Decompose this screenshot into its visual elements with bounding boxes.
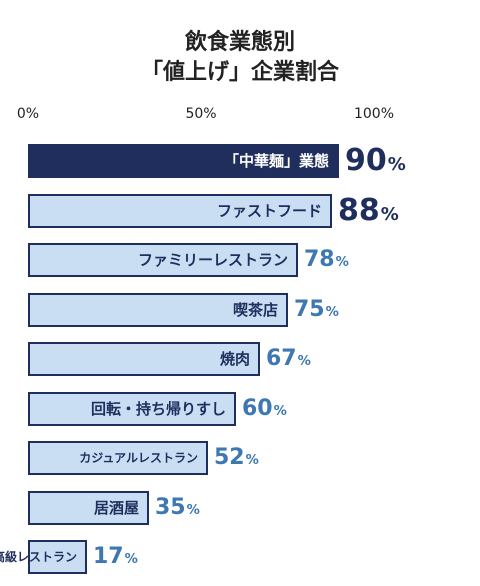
x-tick-label: 0% (16, 106, 40, 122)
bar-value-number: 88 (338, 193, 380, 228)
bar (28, 491, 149, 525)
bar-category-label: 高級レストラン (0, 550, 77, 564)
x-tick-label: 100% (353, 106, 395, 122)
bar-category-label: ファストフード (216, 202, 322, 220)
bar-category-label: 回転・持ち帰りすし (90, 400, 226, 418)
bar-value-unit: % (186, 502, 200, 518)
bar-value-number: 52 (214, 444, 245, 470)
bar-value-label: 17% (93, 544, 138, 569)
bar-value-label: 60% (242, 396, 287, 421)
bar-category-label: カジュアルレストラン (79, 451, 198, 465)
bar-value-number: 78 (304, 246, 335, 272)
bar-value-label: 78% (304, 247, 349, 272)
bar-value-number: 17 (93, 543, 124, 569)
bar (28, 342, 260, 376)
bar-value-label: 75% (294, 297, 339, 322)
bar-value-label: 35% (155, 495, 200, 520)
bar-value-label: 52% (214, 445, 259, 470)
bar-category-label: 居酒屋 (93, 499, 139, 517)
bar (28, 144, 339, 178)
x-tick-label: 50% (185, 106, 217, 122)
bar-value-number: 75 (294, 296, 325, 322)
bar (28, 194, 332, 228)
bar-value-unit: % (273, 403, 287, 419)
bar-value-number: 35 (155, 494, 186, 520)
bar-value-unit: % (124, 551, 138, 567)
bar-value-unit: % (380, 204, 399, 225)
bar-value-unit: % (245, 452, 259, 468)
bar-value-number: 90 (345, 143, 387, 178)
bar-value-unit: % (387, 154, 406, 175)
bar (28, 392, 236, 426)
bar-value-number: 60 (242, 395, 273, 421)
bar-value-unit: % (325, 304, 339, 320)
bar (28, 540, 87, 574)
bar-value-label: 90% (345, 143, 406, 178)
chart-title-line-2: 「値上げ」企業割合 (140, 60, 339, 85)
bar-value-label: 67% (266, 346, 311, 371)
bar (28, 441, 208, 475)
chart-title-line-1: 飲食業態別 (184, 30, 295, 55)
bar-value-unit: % (297, 353, 311, 369)
bar (28, 243, 298, 277)
bar-category-label: 「中華麺」業態 (223, 152, 329, 170)
bar-category-label: 喫茶店 (232, 301, 278, 319)
bar-value-label: 88% (338, 193, 399, 228)
bar (28, 293, 288, 327)
bar-category-label: 焼肉 (219, 350, 250, 368)
bar-value-unit: % (335, 254, 349, 270)
bar-category-label: ファミリーレストラン (137, 251, 288, 269)
bar-value-number: 67 (266, 345, 297, 371)
